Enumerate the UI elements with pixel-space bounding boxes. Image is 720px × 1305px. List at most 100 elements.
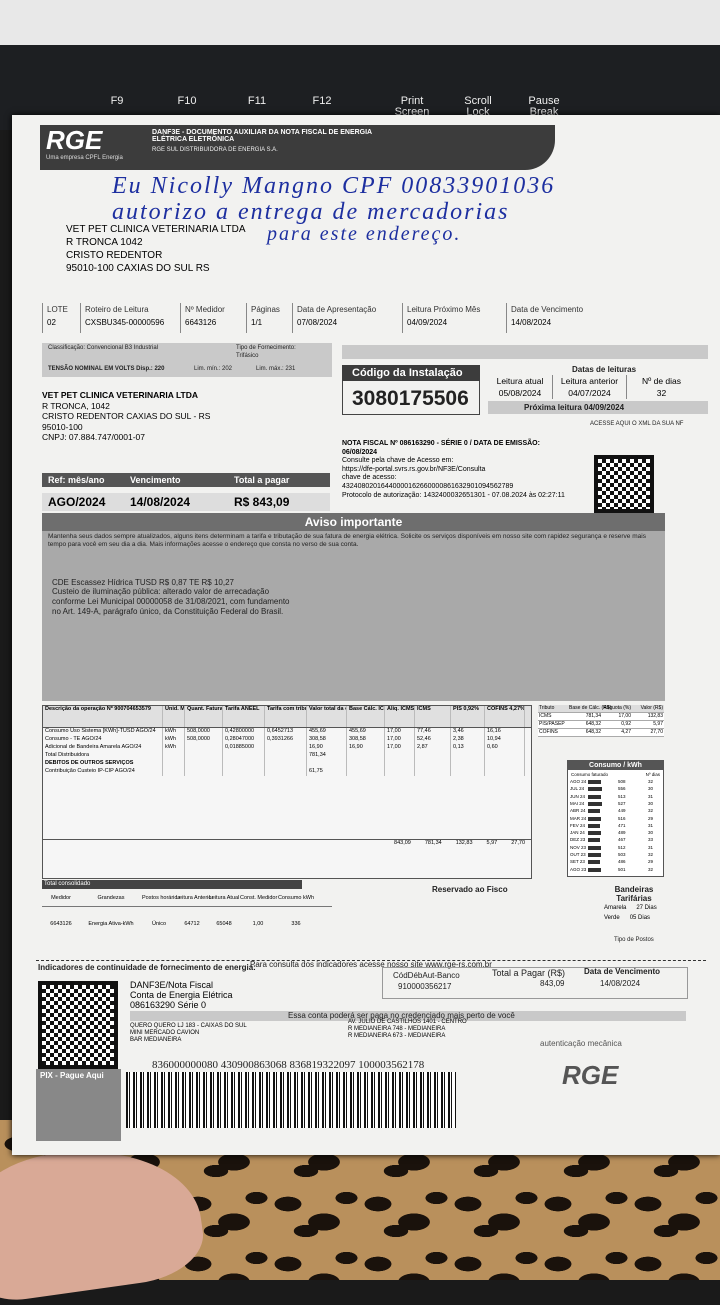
doc-title: DANF3E - DOCUMENTO AUXILIAR DA NOTA FISC…	[152, 129, 372, 143]
qr-code[interactable]	[594, 455, 654, 513]
cell: Energia Ativa-kWh	[88, 921, 134, 927]
flag-row: Verde 05 Dias	[604, 913, 657, 923]
cell: Descrição da operação Nº 900704653579	[43, 706, 163, 727]
invoice-line: chave de acesso:	[342, 474, 397, 482]
total-label: Total a pagar	[228, 473, 330, 487]
notice-text: Mantenha seus dados sempre atualizados, …	[48, 533, 646, 548]
cell: 508,0000	[185, 728, 223, 736]
address-line: R TRONCA 1042	[66, 237, 143, 248]
summary-label: LOTE	[47, 305, 68, 314]
agent-address: AV. JULIO DE CASTILHOS 1401 - CENTRO	[348, 1019, 467, 1025]
cell	[415, 768, 451, 776]
reading-cell: Leitura anterior 04/07/2024	[552, 375, 626, 399]
days: 32	[648, 808, 654, 814]
cell	[163, 760, 185, 768]
total-cell: 843,09	[394, 840, 411, 846]
address-line: CRISTO REDENTOR	[66, 250, 163, 261]
key-label: F9	[110, 95, 124, 107]
total-value: AGO/2024	[42, 493, 124, 511]
bar	[588, 867, 601, 872]
customer-line: 95010-100	[42, 421, 83, 432]
installation-code: 3080175506	[352, 387, 469, 410]
days: 32	[648, 852, 654, 857]
cell	[347, 752, 385, 760]
cell: Tributo	[539, 705, 555, 711]
cell: Base de Cálc. (R$)	[569, 705, 612, 711]
summary-cell: Leitura Próximo Mês 04/09/2024	[402, 303, 506, 333]
cell: 17,00	[618, 713, 631, 719]
days: 30	[648, 800, 654, 806]
totals: Ref: mês/ano AGO/2024 Vencimento 14/08/2024…	[42, 473, 330, 513]
summary-cell: Data de Apresentação 07/08/2024	[292, 303, 402, 333]
voltage-max: Lim. máx.: 231	[256, 366, 296, 372]
total-cell: 781,34	[424, 840, 442, 846]
xml-link[interactable]: ACESSE AQUI O XML DA SUA NF	[590, 421, 684, 427]
key-label: Scroll Lock	[464, 95, 492, 118]
reading-value: 04/07/2024	[568, 388, 611, 398]
kwh: 471	[618, 822, 626, 828]
handwriting: para este endereço.	[267, 223, 462, 245]
days: 31	[648, 822, 654, 828]
reading-cell: Leitura atual 05/08/2024	[488, 375, 552, 399]
kwh: 516	[618, 815, 626, 821]
bank-label: CódDébAut-Banco	[393, 971, 460, 980]
kwh: 527	[618, 800, 626, 806]
cell: kWh	[163, 744, 185, 752]
address-line: 95010-100 CAXIAS DO SUL RS	[66, 263, 210, 274]
cell: 3,46	[451, 728, 485, 736]
company: RGE SUL DISTRIBUIDORA DE ENERGIA S.A.	[152, 147, 278, 153]
pix-qr[interactable]	[38, 981, 118, 1069]
cell: Grandezas	[97, 894, 125, 901]
indicators-link[interactable]: Para consulta dos indicadores acesse nos…	[250, 960, 492, 969]
cell: 16,16	[485, 728, 525, 736]
cell: Contribuição Custeio IP-CIP AGO/24	[43, 768, 163, 776]
meter-table: Medidor Grandezas Postos horários Leitura A…	[42, 889, 332, 941]
flags-title: Bandeiras Tarifárias	[614, 885, 654, 903]
key-label: Print Screen	[394, 95, 430, 118]
key-label: F11	[247, 95, 267, 107]
days: 29	[648, 859, 654, 865]
cell: Único	[151, 921, 167, 927]
address-line: VET PET CLINICA VETERINARIA LTDA	[66, 224, 246, 235]
cell: 17,00	[385, 744, 415, 752]
customer-line: CNPJ: 07.884.747/0001-07	[42, 432, 146, 442]
readings-heading: Datas de leituras	[572, 365, 637, 374]
cell	[451, 760, 485, 768]
total-label: Ref: mês/ano	[42, 473, 124, 487]
cell	[163, 752, 185, 760]
bar	[588, 787, 603, 792]
consumption-title: Consumo / kWh	[568, 761, 663, 770]
cell: 0,42800000	[223, 728, 265, 736]
summary-value: 14/08/2024	[511, 318, 552, 327]
customer-line: R TRONCA, 1042	[42, 400, 110, 411]
total-cell: 5,97	[486, 840, 498, 846]
tribute-row: PIS/PASEP 648,32 0,92 5,97	[538, 721, 664, 729]
cell	[415, 760, 451, 768]
cell: 455,69	[347, 728, 385, 736]
key-label: Pause Break	[528, 95, 560, 118]
cell	[185, 744, 223, 752]
cell: 64712	[184, 921, 200, 927]
kwh: 556	[618, 786, 626, 792]
cell: kWh	[163, 728, 185, 736]
voltage: TENSÃO NOMINAL EM VOLTS Disp.: 220	[48, 366, 165, 372]
invoice-line: Protocolo de autorização: 14324000326513…	[342, 491, 565, 499]
message: Custeio de iluminação pública: alterado …	[52, 587, 290, 616]
notice-title: Aviso importante	[42, 513, 665, 531]
items-row: Adicional de Bandeira Amarela AGO/24 kWh 0…	[43, 744, 531, 752]
bar	[588, 831, 601, 836]
cell: Const. Medidor	[240, 894, 278, 901]
band	[342, 345, 708, 359]
cell: 27,70	[650, 729, 663, 735]
cell: 27 Dias	[636, 905, 657, 911]
kwh: 486	[618, 859, 626, 865]
month: SET 23	[570, 859, 585, 865]
cell	[415, 752, 451, 760]
cell	[347, 760, 385, 768]
cell: Leitura Anterior	[176, 894, 214, 901]
cell	[347, 768, 385, 776]
customer-line: CRISTO REDENTOR CAXIAS DO SUL - RS	[42, 411, 211, 421]
total-label: Vencimento	[124, 473, 228, 487]
summary-label: Nº Medidor	[185, 305, 225, 314]
